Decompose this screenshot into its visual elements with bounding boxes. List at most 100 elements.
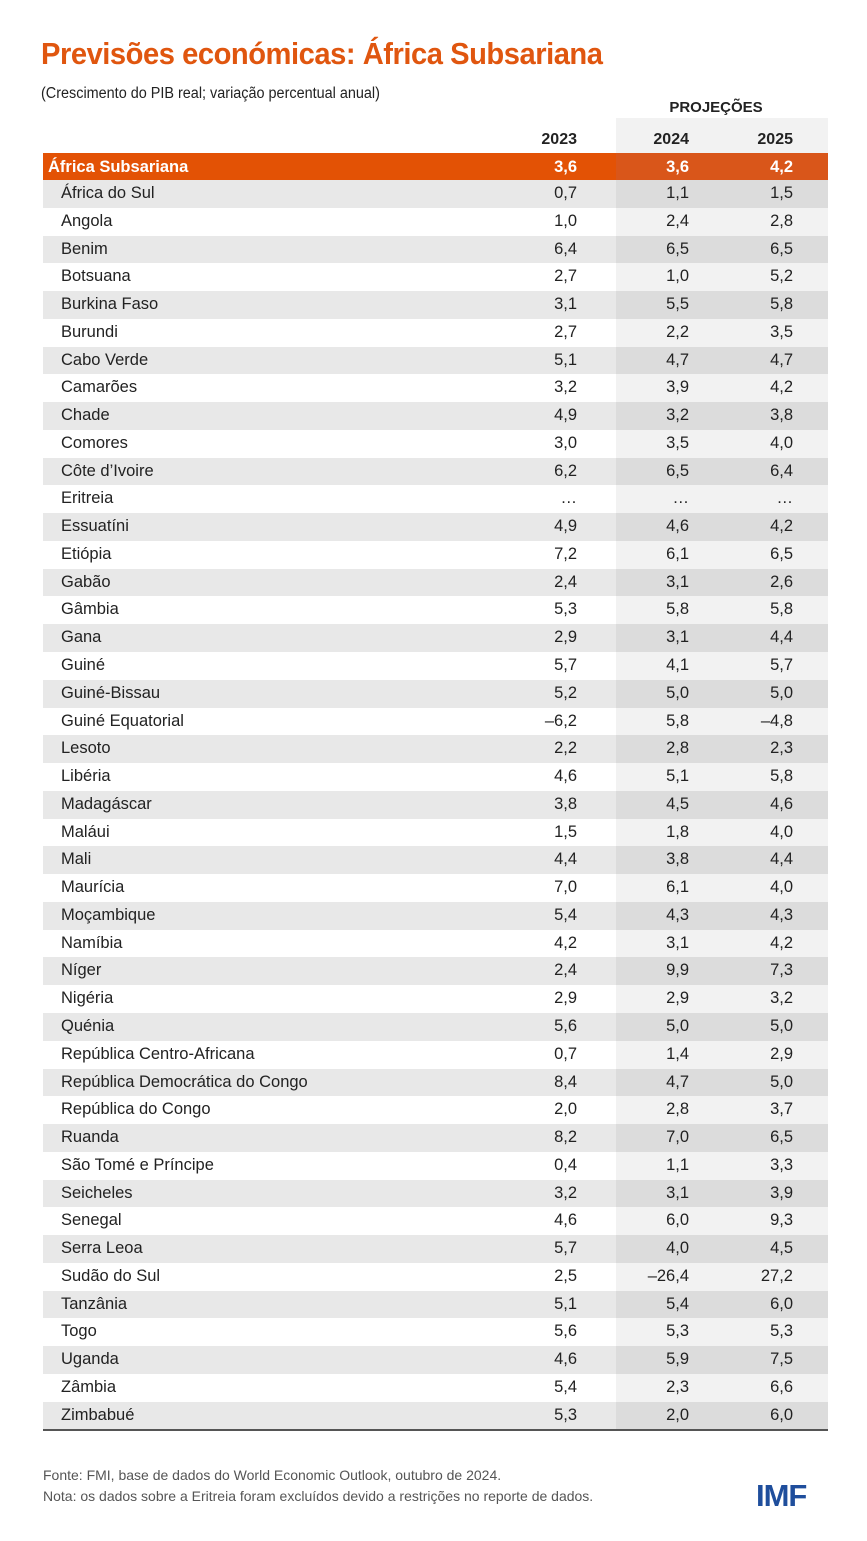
value-2024: 5,4: [666, 1294, 689, 1313]
row-name: Botsuana: [61, 267, 131, 286]
page-title: Previsões económicas: África Subsariana: [41, 36, 603, 71]
value-2025: 2,6: [770, 572, 793, 591]
value-2025: 6,0: [770, 1294, 793, 1313]
row-name: Serra Leoa: [61, 1239, 143, 1258]
subtitle: (Crescimento do PIB real; variação perce…: [41, 85, 380, 102]
row-name: São Tomé e Príncipe: [61, 1155, 214, 1174]
value-2025: 9,3: [770, 1211, 793, 1230]
value-2024: 4,7: [666, 350, 689, 369]
projection-cell-bg: [616, 153, 828, 180]
projection-cell-bg: [616, 1401, 828, 1430]
value-2025: 4,0: [770, 433, 793, 452]
value-2025: …: [776, 489, 794, 508]
row-name: Guiné: [61, 656, 106, 675]
row-name: Maurícia: [61, 878, 125, 897]
value-2023: 3,2: [554, 1183, 577, 1202]
row-name: Libéria: [61, 767, 111, 786]
value-2025: 2,9: [770, 1044, 793, 1063]
row-name: Mali: [61, 850, 92, 869]
projection-cell-bg: [616, 457, 828, 486]
value-2024: 1,4: [666, 1044, 689, 1063]
value-2025: 5,7: [770, 656, 793, 675]
value-2024: 4,7: [666, 1072, 689, 1091]
table-row: Madagáscar 3,8 4,5 4,6: [43, 790, 828, 819]
value-2023: 5,6: [554, 1016, 577, 1035]
table-row: Libéria 4,6 5,1 5,8: [43, 763, 828, 791]
table-row: Sudão do Sul 2,5 –26,4 27,2: [43, 1263, 828, 1291]
projection-cell-bg: [616, 1068, 828, 1097]
table-row: Ruanda 8,2 7,0 6,5: [43, 1124, 828, 1152]
table-bottom-rule: [43, 1429, 828, 1431]
row-name: Guiné Equatorial: [61, 711, 184, 730]
row-name: Seicheles: [61, 1183, 133, 1202]
value-2025: 3,3: [770, 1155, 793, 1174]
row-name: Camarões: [61, 378, 138, 397]
value-2025: 4,4: [770, 628, 793, 647]
row-name: Níger: [61, 961, 102, 980]
row-name: Cabo Verde: [61, 350, 149, 369]
projection-cell-bg: [616, 346, 828, 375]
value-2024: 3,8: [666, 850, 689, 869]
row-name: Quénia: [61, 1016, 115, 1035]
value-2024: 5,0: [666, 683, 689, 702]
value-2024: 5,1: [666, 767, 689, 786]
row-name: Maláui: [61, 822, 110, 841]
value-2025: 4,4: [770, 850, 793, 869]
row-name: Ruanda: [61, 1128, 119, 1147]
value-2023: 3,1: [554, 295, 577, 314]
table-row: Serra Leoa 5,7 4,0 4,5: [43, 1235, 828, 1263]
table-row: Níger 2,4 9,9 7,3: [43, 957, 828, 986]
row-name: Madagáscar: [61, 794, 152, 813]
value-2023: 2,0: [554, 1100, 577, 1119]
value-2024: 4,1: [666, 656, 689, 675]
projection-cell-bg: [616, 957, 828, 986]
value-2024: 3,1: [666, 1183, 689, 1202]
row-name: Burundi: [61, 322, 118, 341]
value-2025: 5,0: [770, 683, 793, 702]
projection-cell-bg: [616, 596, 828, 624]
projection-cell-bg: [616, 541, 828, 569]
value-2023: 4,9: [554, 406, 577, 425]
value-2025: 4,2: [770, 158, 793, 176]
column-header-2025: 2025: [757, 131, 793, 148]
row-name: Benim: [61, 239, 108, 258]
row-name: Essuatíni: [61, 517, 129, 536]
projection-cell-bg: [616, 235, 828, 264]
projection-cell-bg: [616, 1318, 828, 1346]
value-2023: 8,2: [554, 1128, 577, 1147]
projection-cell-bg: [616, 402, 828, 430]
value-2024: 3,2: [666, 406, 689, 425]
value-2025: 4,2: [770, 933, 793, 952]
value-2024: 1,8: [666, 822, 689, 841]
value-2025: 4,6: [770, 794, 793, 813]
value-2024: 2,4: [666, 211, 689, 230]
projection-cell-bg: [616, 790, 828, 819]
value-2024: 2,8: [666, 1100, 689, 1119]
value-2023: 5,4: [554, 1377, 577, 1396]
value-2025: 5,0: [770, 1072, 793, 1091]
value-2023: 5,1: [554, 350, 577, 369]
value-2023: 5,6: [554, 1322, 577, 1341]
value-2023: 7,2: [554, 544, 577, 563]
value-2025: 2,8: [770, 211, 793, 230]
value-2023: 8,4: [554, 1072, 577, 1091]
row-name: Namíbia: [61, 933, 123, 952]
row-name: Sudão do Sul: [61, 1266, 161, 1285]
projection-cell-bg: [616, 624, 828, 653]
projection-cell-bg: [616, 374, 828, 402]
table-row: Gâmbia 5,3 5,8 5,8: [43, 596, 828, 624]
value-2025: 3,9: [770, 1183, 793, 1202]
value-2024: 3,5: [666, 433, 689, 452]
value-2024: 2,2: [666, 322, 689, 341]
projection-cell-bg: [616, 1346, 828, 1374]
value-2023: 5,7: [554, 656, 577, 675]
projection-cell-bg: [616, 1179, 828, 1208]
value-2023: 0,7: [554, 184, 577, 202]
row-name: Côte d’Ivoire: [61, 461, 154, 480]
value-2025: 4,2: [770, 517, 793, 536]
value-2025: 3,7: [770, 1100, 793, 1119]
value-2024: 1,1: [666, 184, 689, 202]
table-row: Seicheles 3,2 3,1 3,9: [43, 1179, 828, 1208]
value-2024: 3,9: [666, 378, 689, 397]
value-2025: 4,2: [770, 378, 793, 397]
